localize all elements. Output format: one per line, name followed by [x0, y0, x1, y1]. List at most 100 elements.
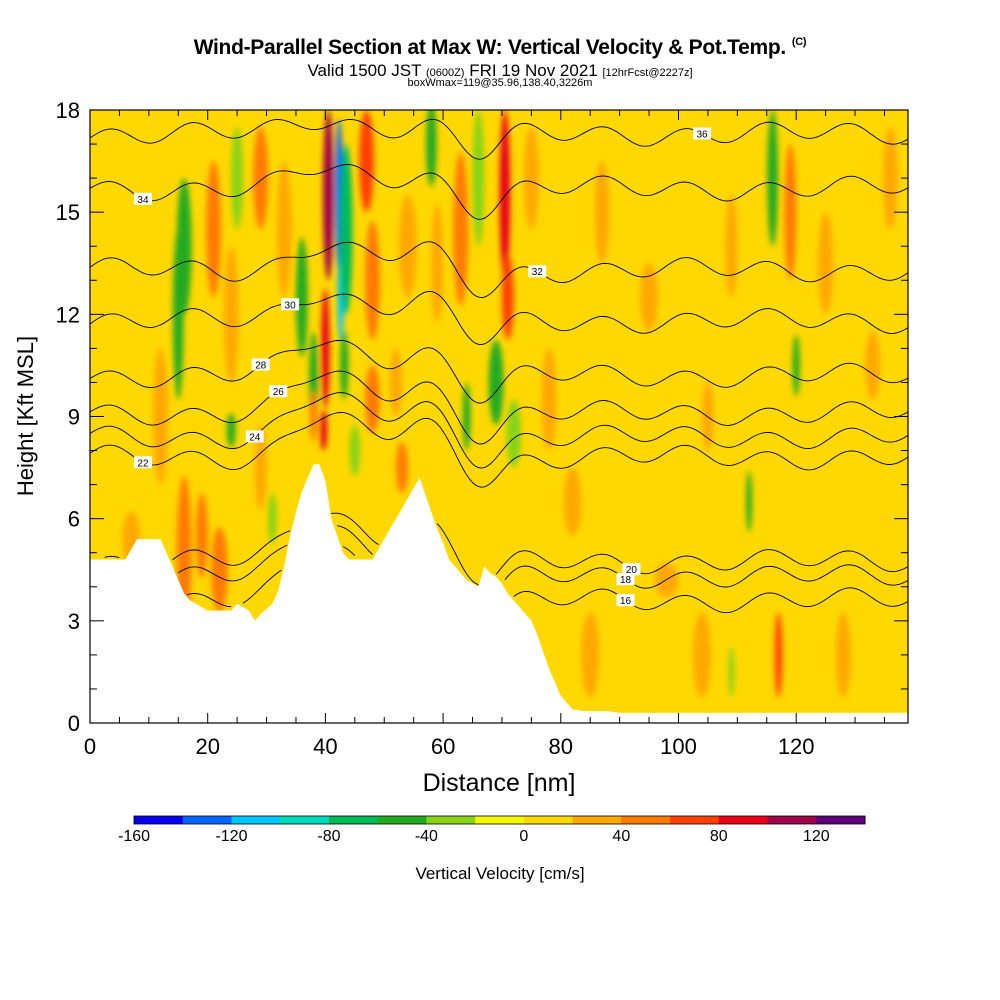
- velocity-cell: [253, 127, 269, 230]
- colorbar-title: Vertical Velocity [cm/s]: [415, 864, 585, 883]
- velocity-cell: [195, 493, 208, 579]
- theta-contour-label: 32: [532, 267, 544, 278]
- colorbar-swatch: [231, 816, 281, 824]
- colorbar-frame: [133, 815, 866, 825]
- colorbar: [133, 815, 866, 825]
- colorbar-swatch: [816, 816, 866, 824]
- x-tick-label: 80: [549, 734, 573, 759]
- velocity-cell: [276, 161, 292, 298]
- velocity-cell: [865, 331, 881, 400]
- theta-contour-label: 30: [285, 300, 297, 311]
- y-axis-label: Height [Kft MSL]: [13, 336, 38, 496]
- velocity-cell: [211, 527, 228, 613]
- velocity-cell: [426, 110, 437, 187]
- velocity-cell: [746, 470, 753, 533]
- colorbar-tick-label: 80: [709, 828, 728, 845]
- velocity-cell: [784, 144, 797, 281]
- theta-contour-label: 16: [620, 596, 632, 607]
- theta-label-box: [616, 594, 635, 607]
- colorbar-swatch: [328, 816, 379, 824]
- colorbar-tick-label: -40: [414, 828, 438, 845]
- velocity-cell: [792, 334, 800, 397]
- colorbar-swatch: [718, 816, 769, 824]
- velocity-cell: [488, 339, 504, 426]
- y-tick-label: 12: [56, 302, 80, 327]
- x-tick-label: 40: [313, 734, 337, 759]
- velocity-cell: [462, 382, 471, 451]
- y-tick-label: 15: [56, 200, 80, 225]
- velocity-cell: [581, 612, 600, 698]
- velocity-cell: [231, 127, 244, 230]
- velocity-cell: [501, 254, 514, 340]
- box-wmax-line: boxWmax=119@35.96,138.40,3226m: [407, 77, 593, 89]
- theta-contour-label: 36: [696, 129, 708, 140]
- velocity-cell: [226, 413, 236, 448]
- colorbar-swatch: [523, 816, 574, 824]
- velocity-cell: [172, 229, 184, 400]
- theta-label-box: [616, 573, 635, 586]
- theta-contour-line: [186, 546, 908, 614]
- velocity-cell: [594, 161, 610, 264]
- colorbar-tick-label: 0: [519, 828, 529, 845]
- valid-time-text: Valid 1500 JST: [307, 61, 422, 80]
- velocity-cell: [340, 331, 349, 400]
- velocity-cell: [506, 399, 522, 468]
- velocity-cell: [359, 110, 374, 213]
- velocity-cell: [725, 195, 738, 298]
- forecast-info-text: [12hrFcst@2227z]: [602, 67, 693, 79]
- theta-label-box: [133, 456, 152, 469]
- colorbar-swatch: [280, 816, 330, 824]
- velocity-cell: [323, 110, 334, 281]
- velocity-cell: [320, 409, 328, 451]
- velocity-field: [122, 110, 898, 698]
- theta-contour-label: 24: [249, 432, 261, 443]
- velocity-cell: [390, 348, 402, 417]
- x-tick-label: 60: [431, 734, 455, 759]
- velocity-cell: [365, 365, 380, 434]
- velocity-cell: [541, 348, 557, 451]
- terrain-mask: [90, 464, 908, 723]
- velocity-cell: [223, 246, 239, 383]
- x-tick-label: 0: [84, 734, 96, 759]
- velocity-cell: [349, 425, 361, 477]
- velocity-cell: [431, 203, 444, 323]
- velocity-cell: [774, 612, 783, 698]
- colorbar-swatch: [377, 816, 427, 824]
- velocity-cell: [728, 646, 735, 698]
- colorbar-tick-label: -160: [117, 828, 151, 845]
- theta-contour-label: 26: [273, 387, 285, 398]
- theta-contour-line: [104, 512, 908, 586]
- velocity-cell: [882, 127, 898, 230]
- colorbar-tick-label: 40: [612, 828, 631, 845]
- colorbar-swatch: [670, 816, 720, 824]
- valid-time-line: Valid 1500 JST (0600Z) FRI 19 Nov 2021 […: [0, 61, 1000, 81]
- theta-label-box: [281, 298, 300, 311]
- y-tick-label: 6: [68, 507, 80, 532]
- theta-contour-label: 20: [626, 565, 638, 576]
- valid-date-text: FRI 19 Nov 2021: [469, 61, 598, 80]
- velocity-cell: [339, 144, 353, 315]
- colorbar-swatch: [134, 816, 184, 824]
- colorbar-swatch: [572, 816, 622, 824]
- theta-contour-label: 34: [137, 195, 149, 206]
- velocity-cell: [206, 161, 221, 298]
- velocity-cell: [818, 212, 833, 315]
- velocity-cell: [396, 442, 408, 494]
- theta-contour-line: [90, 412, 908, 488]
- colorbar-tick-label: -120: [215, 828, 248, 845]
- y-tick-label: 18: [56, 98, 80, 123]
- theta-contour-line: [178, 525, 908, 589]
- velocity-cell: [499, 110, 511, 281]
- y-tick-label: 3: [68, 609, 80, 634]
- colorbar-tick-label: -80: [317, 828, 341, 845]
- x-tick-label: 20: [195, 734, 219, 759]
- x-axis: 0 20 40 60 80 100 120: [84, 110, 885, 759]
- theta-contour-line: [90, 118, 908, 160]
- theta-contour-label: 28: [255, 360, 267, 371]
- copyright-mark: (C): [791, 36, 807, 48]
- colorbar-swatch: [475, 816, 525, 824]
- velocity-cell: [310, 390, 318, 443]
- velocity-cell: [767, 110, 778, 247]
